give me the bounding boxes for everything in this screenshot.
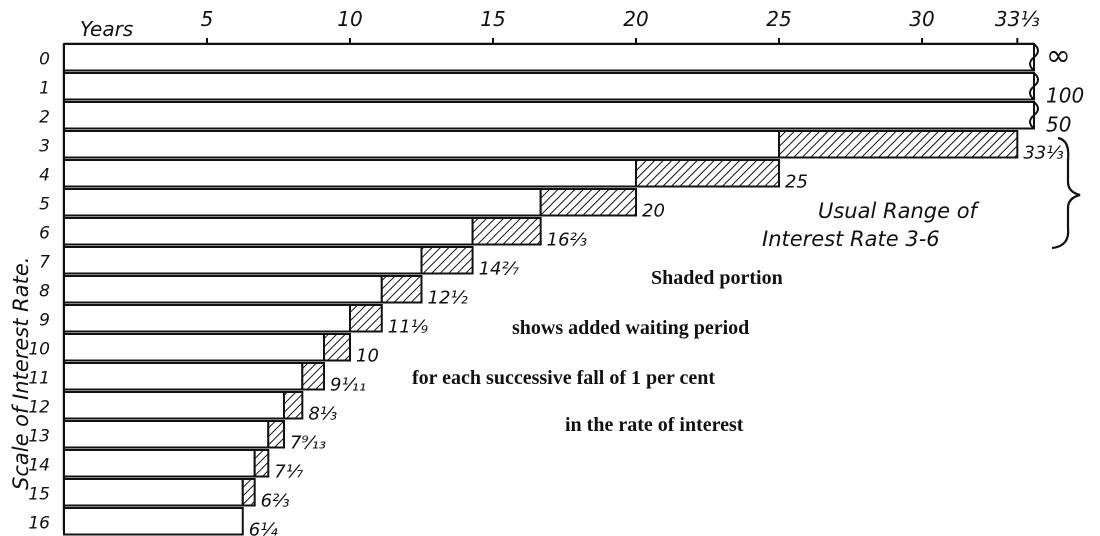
value-label: 7⅐ (274, 461, 303, 482)
bars-group (63, 43, 1039, 536)
value-label: 50 (1046, 112, 1071, 136)
rate-label: 3 (39, 136, 50, 156)
value-label: 11⅑ (388, 316, 429, 337)
value-label: 16⅔ (547, 229, 587, 250)
rate-label: 7 (39, 252, 50, 272)
bar-added-period (282, 391, 304, 420)
bar-break-mark (1029, 72, 1039, 101)
value-label: 9¹⁄₁₁ (330, 374, 366, 395)
bar-added-period (253, 449, 270, 478)
value-label: ∞ (1046, 38, 1071, 73)
bar-base (63, 275, 383, 304)
rate-label: 15 (28, 484, 50, 504)
bar-off-scale (63, 43, 1035, 72)
value-label: 25 (785, 171, 808, 192)
bar-base (63, 246, 423, 275)
bar-break-mark (1029, 43, 1039, 72)
bar-base (63, 159, 637, 188)
x-tick-label: 10 (337, 7, 362, 31)
x-tick-label: 30 (909, 7, 934, 31)
rate-label: 8 (39, 281, 50, 301)
x-tick-label: 25 (766, 7, 791, 31)
x-tick-label: 5 (201, 7, 214, 31)
bar-base (63, 420, 270, 449)
rate-label: 11 (28, 368, 50, 388)
rate-label: 1 (39, 78, 50, 98)
bar-base (63, 449, 256, 478)
x-tick-label: 33⅓ (995, 7, 1040, 31)
bar-break-mark (1029, 101, 1039, 130)
bar-base (63, 130, 780, 159)
rate-label: 14 (28, 455, 50, 475)
bar-added-period (778, 130, 1019, 159)
rate-label: 10 (28, 339, 50, 359)
rate-label: 4 (39, 165, 50, 185)
x-axis-ticks: 5 10 15 20 25 30 33⅓ (201, 7, 1040, 48)
value-label: 8⅓ (308, 403, 337, 424)
annotation-line-2: shows added waiting period (512, 317, 749, 339)
x-tick-label: 15 (480, 7, 505, 31)
x-axis-label: Years (80, 17, 133, 41)
range-note-line-2: Interest Rate 3-6 (762, 227, 940, 251)
value-label: 14²⁄₇ (479, 258, 520, 279)
bar-base (63, 304, 351, 333)
y-axis-label: Scale of Interest Rate. (9, 257, 33, 490)
range-brace (1051, 136, 1081, 250)
bar-added-period (420, 246, 474, 275)
bar-added-period (267, 420, 285, 449)
bar-base (63, 507, 244, 536)
bar-base (63, 391, 285, 420)
rate-label: 5 (39, 194, 50, 214)
value-labels: ∞ 100 50 33⅓ 25 20 16⅔ 14²⁄₇ 12½ 11⅑ 10 9¹⁄₁₁ 8⅓ 7⁹⁄₁… (249, 38, 1084, 536)
value-label: 7⁹⁄₁₃ (290, 432, 326, 453)
bar-base (63, 333, 326, 362)
rate-label: 16 (28, 513, 50, 533)
bar-added-period (323, 333, 351, 362)
value-label: 100 (1046, 83, 1084, 107)
range-note-line-1: Usual Range of (818, 199, 981, 223)
bar-base (63, 217, 474, 246)
bar-added-period (241, 478, 256, 507)
x-tick-label: 20 (623, 7, 648, 31)
value-label: 6¼ (249, 519, 278, 536)
value-label: 12½ (428, 287, 469, 308)
rate-label: 9 (39, 310, 50, 330)
bar-added-period (380, 275, 423, 304)
bar-added-period (539, 188, 638, 217)
bar-off-scale (63, 72, 1035, 101)
bar-added-period (301, 362, 326, 391)
rate-label: 0 (39, 49, 50, 69)
value-label: 6⅔ (261, 490, 290, 511)
bar-base (63, 188, 542, 217)
rate-label: 6 (39, 223, 50, 243)
bar-added-period (471, 217, 542, 246)
rate-label: 13 (28, 426, 50, 446)
value-label: 20 (642, 200, 665, 221)
rate-label: 2 (39, 107, 50, 127)
bar-base (63, 362, 304, 391)
value-label: 33⅓ (1023, 142, 1063, 163)
bar-added-period (349, 304, 383, 333)
annotation-line-1: Shaded portion (651, 267, 783, 289)
bar-base (63, 478, 244, 507)
rate-label: 12 (28, 397, 50, 417)
bar-added-period (635, 159, 780, 188)
annotation-line-4: in the rate of interest (565, 414, 744, 436)
value-label: 10 (356, 345, 379, 366)
annotation-line-3: for each successive fall of 1 per cent (412, 367, 715, 389)
bar-off-scale (63, 101, 1035, 130)
